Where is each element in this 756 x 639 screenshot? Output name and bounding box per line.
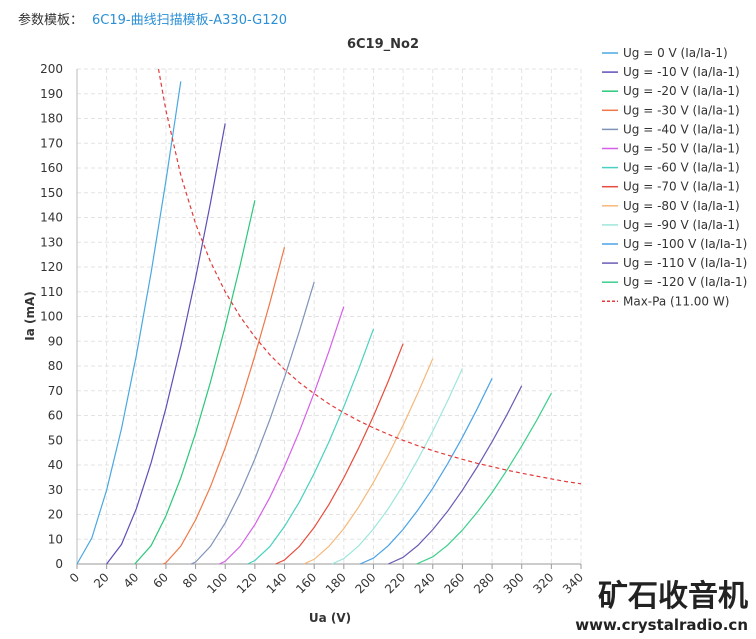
watermark-brand: 矿石收音机	[598, 579, 748, 614]
x-tick-label: 80	[180, 570, 201, 591]
x-tick-label: 100	[204, 570, 230, 596]
x-tick-label: 280	[471, 570, 497, 596]
header-label: 参数模板：	[18, 13, 84, 28]
template-link[interactable]: 6C19-曲线扫描模板-A330-G120	[92, 13, 288, 28]
legend-label: Ug = -60 V (Ia/Ia-1)	[623, 161, 740, 175]
series-line	[106, 123, 226, 565]
series-line	[416, 392, 552, 565]
y-tick-label: 190	[40, 87, 63, 101]
legend-label: Ug = -90 V (Ia/Ia-1)	[623, 218, 740, 232]
y-tick-label: 90	[48, 334, 63, 348]
series-line	[388, 385, 523, 565]
y-tick-label: 200	[40, 62, 63, 76]
y-tick-label: 110	[40, 285, 63, 299]
y-tick-label: 10	[48, 532, 63, 546]
x-tick-label: 40	[121, 570, 142, 591]
x-tick-label: 180	[323, 570, 349, 596]
legend-label: Ug = -70 V (Ia/Ia-1)	[623, 180, 740, 194]
series-line	[359, 378, 493, 565]
legend-label: Ug = -80 V (Ia/Ia-1)	[623, 199, 740, 213]
y-tick-label: 20	[48, 508, 63, 522]
legend-label: Ug = -10 V (Ia/Ia-1)	[623, 65, 740, 79]
x-tick-label: 300	[501, 570, 527, 596]
legend-label: Ug = -100 V (Ia/Ia-1)	[623, 237, 747, 251]
y-tick-label: 100	[40, 310, 63, 324]
y-tick-label: 130	[40, 235, 63, 249]
y-tick-label: 170	[40, 136, 63, 150]
x-tick-label: 200	[352, 570, 378, 596]
x-tick-label: 260	[441, 570, 467, 596]
y-tick-label: 180	[40, 112, 63, 126]
y-tick-label: 80	[48, 359, 63, 373]
x-tick-label: 220	[382, 570, 408, 596]
x-tick-label: 340	[560, 570, 586, 596]
legend-label: Ug = -110 V (Ia/Ia-1)	[623, 256, 747, 270]
legend-label: Ug = -120 V (Ia/Ia-1)	[623, 275, 747, 289]
series-line	[247, 328, 375, 565]
watermark-url: www.crystalradio.cn	[575, 616, 748, 634]
x-tick-label: 320	[530, 570, 556, 596]
y-tick-label: 0	[55, 557, 63, 571]
x-tick-label: 60	[150, 570, 171, 591]
x-tick-label: 140	[264, 570, 290, 596]
legend-label: Ug = -20 V (Ia/Ia-1)	[623, 84, 740, 98]
y-axis-label: Ia (mA)	[23, 291, 37, 341]
chart-title: 6C19_No2	[347, 37, 419, 52]
series-line	[157, 68, 582, 485]
series-line	[303, 358, 434, 565]
x-tick-label: 120	[234, 570, 260, 596]
y-tick-label: 50	[48, 433, 63, 447]
y-tick-label: 150	[40, 186, 63, 200]
legend-label: Max-Pa (11.00 W)	[623, 294, 729, 308]
series-line	[162, 247, 286, 565]
y-tick-label: 120	[40, 260, 63, 274]
legend-label: Ug = 0 V (Ia/Ia-1)	[623, 46, 728, 60]
y-tick-label: 70	[48, 384, 63, 398]
series-line	[331, 368, 463, 565]
y-tick-label: 140	[40, 211, 63, 225]
series-line	[219, 306, 345, 565]
legend-label: Ug = -40 V (Ia/Ia-1)	[623, 122, 740, 136]
series-line	[190, 281, 315, 565]
legend-label: Ug = -50 V (Ia/Ia-1)	[623, 142, 740, 156]
legend-label: Ug = -30 V (Ia/Ia-1)	[623, 103, 740, 117]
x-tick-label: 160	[293, 570, 319, 596]
x-tick-label: 240	[412, 570, 438, 596]
y-tick-label: 60	[48, 409, 63, 423]
x-axis-label: Ua (V)	[309, 611, 351, 625]
y-tick-label: 160	[40, 161, 63, 175]
y-tick-label: 40	[48, 458, 63, 472]
series-line	[76, 81, 182, 565]
x-tick-label: 20	[91, 570, 112, 591]
y-tick-label: 30	[48, 483, 63, 497]
series-line	[134, 200, 256, 565]
x-tick-label: 0	[67, 570, 82, 585]
series-line	[275, 343, 404, 565]
